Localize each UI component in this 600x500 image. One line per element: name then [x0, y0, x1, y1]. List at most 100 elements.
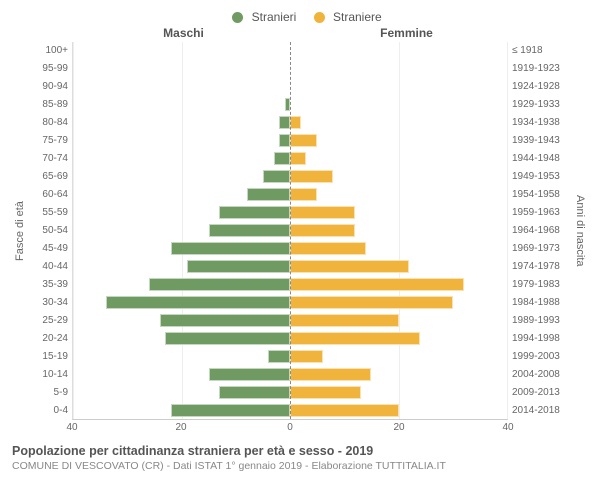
male-bar: [268, 350, 290, 363]
y-right-title: Anni di nascita: [572, 42, 588, 420]
age-label: 85-89: [28, 96, 72, 114]
female-bar: [290, 386, 361, 399]
y-left-title: Fasce di età: [12, 42, 28, 420]
age-label: 40-44: [28, 258, 72, 276]
birthyear-label: 1999-2003: [508, 348, 572, 366]
age-label: 60-64: [28, 186, 72, 204]
plot-area: Fasce di età 100+95-9990-9485-8980-8475-…: [12, 42, 588, 420]
age-label: 55-59: [28, 204, 72, 222]
age-label: 20-24: [28, 330, 72, 348]
female-bar: [290, 242, 366, 255]
female-bar: [290, 404, 399, 417]
population-pyramid-chart: Stranieri Straniere Maschi Femmine Fasce…: [0, 0, 600, 500]
female-bar: [290, 134, 317, 147]
center-line: [290, 42, 291, 419]
age-label: 70-74: [28, 150, 72, 168]
chart-subtitle: COMUNE DI VESCOVATO (CR) - Dati ISTAT 1°…: [12, 460, 588, 472]
male-bar: [165, 332, 290, 345]
birthyear-label: 1924-1928: [508, 78, 572, 96]
male-bar: [149, 278, 290, 291]
x-tick: 20: [175, 422, 186, 433]
male-bar: [209, 368, 290, 381]
birthyear-label: 1919-1923: [508, 60, 572, 78]
age-label: 5-9: [28, 384, 72, 402]
age-label: 30-34: [28, 294, 72, 312]
age-label: 95-99: [28, 60, 72, 78]
birthyear-label: 2004-2008: [508, 366, 572, 384]
birthyear-label: 1984-1988: [508, 294, 572, 312]
bars-area: [72, 42, 508, 420]
age-label: 90-94: [28, 78, 72, 96]
male-bar: [274, 152, 290, 165]
age-label: 15-19: [28, 348, 72, 366]
female-bar: [290, 224, 355, 237]
male-bar: [106, 296, 290, 309]
legend-male-swatch: [232, 12, 243, 23]
chart-title: Popolazione per cittadinanza straniera p…: [12, 444, 588, 458]
age-label: 10-14: [28, 366, 72, 384]
age-label: 50-54: [28, 222, 72, 240]
female-bar: [290, 260, 409, 273]
legend-female-label: Straniere: [333, 10, 382, 24]
age-label: 35-39: [28, 276, 72, 294]
female-bar: [290, 116, 301, 129]
x-tick: 0: [287, 422, 293, 433]
male-bar: [263, 170, 290, 183]
birthyear-label: 1934-1938: [508, 114, 572, 132]
legend-female-swatch: [314, 12, 325, 23]
male-bar: [160, 314, 290, 327]
x-tick: 40: [502, 422, 513, 433]
x-axis-ticks: 402002040: [72, 422, 508, 436]
birthyear-label: 1959-1963: [508, 204, 572, 222]
age-label: 25-29: [28, 312, 72, 330]
birthyear-label: 1939-1943: [508, 132, 572, 150]
header-male: Maschi: [72, 26, 295, 40]
male-bar: [247, 188, 290, 201]
age-label: 100+: [28, 42, 72, 60]
age-label: 45-49: [28, 240, 72, 258]
age-label: 80-84: [28, 114, 72, 132]
female-bar: [290, 206, 355, 219]
birthyear-label: 1974-1978: [508, 258, 572, 276]
x-tick: 20: [393, 422, 404, 433]
male-bar: [187, 260, 290, 273]
birthyear-label: 1969-1973: [508, 240, 572, 258]
female-bar: [290, 314, 399, 327]
male-bar: [171, 242, 290, 255]
y-axis-age: 100+95-9990-9485-8980-8475-7970-7465-696…: [28, 42, 72, 420]
male-bar: [171, 404, 290, 417]
female-bar: [290, 152, 306, 165]
age-label: 0-4: [28, 402, 72, 420]
female-bar: [290, 332, 420, 345]
female-bar: [290, 296, 453, 309]
y-axis-birthyears: ≤ 19181919-19231924-19281929-19331934-19…: [508, 42, 572, 420]
birthyear-label: 1979-1983: [508, 276, 572, 294]
female-bar: [290, 170, 333, 183]
x-axis: 40 20 0 20 40: [12, 422, 588, 436]
birthyear-label: 2014-2018: [508, 402, 572, 420]
male-bar: [219, 386, 290, 399]
age-label: 65-69: [28, 168, 72, 186]
birthyear-label: 1929-1933: [508, 96, 572, 114]
male-bar: [209, 224, 290, 237]
birthyear-label: 1954-1958: [508, 186, 572, 204]
birthyear-label: 2009-2013: [508, 384, 572, 402]
birthyear-label: 1944-1948: [508, 150, 572, 168]
birthyear-label: 1949-1953: [508, 168, 572, 186]
birthyear-label: 1964-1968: [508, 222, 572, 240]
legend: Stranieri Straniere: [12, 10, 588, 24]
legend-male-label: Stranieri: [252, 10, 297, 24]
x-tick: 40: [66, 422, 77, 433]
male-bar: [279, 134, 290, 147]
age-label: 75-79: [28, 132, 72, 150]
male-bar: [279, 116, 290, 129]
birthyear-label: 1994-1998: [508, 330, 572, 348]
birthyear-label: ≤ 1918: [508, 42, 572, 60]
female-bar: [290, 278, 464, 291]
female-bar: [290, 188, 317, 201]
male-bar: [219, 206, 290, 219]
column-headers: Maschi Femmine: [12, 26, 588, 40]
female-bar: [290, 350, 323, 363]
female-bar: [290, 368, 371, 381]
birthyear-label: 1989-1993: [508, 312, 572, 330]
